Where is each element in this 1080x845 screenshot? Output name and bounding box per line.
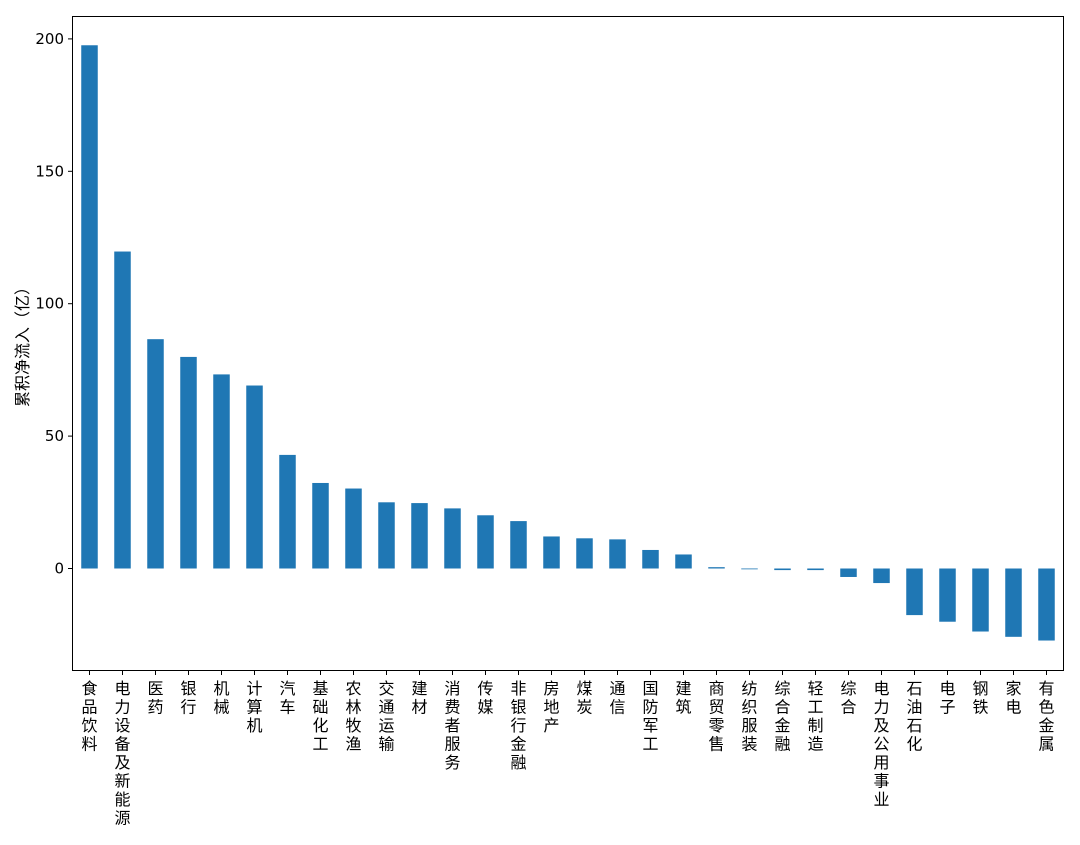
x-tick-label: 非银行金融 xyxy=(510,679,526,772)
x-tick-label: 国防军工 xyxy=(642,679,658,754)
x-tick-label: 通信 xyxy=(609,679,625,717)
bar-综合金融 xyxy=(774,568,791,571)
x-tick-label: 电子 xyxy=(939,679,955,717)
y-axis-label: 累积净流入（亿） xyxy=(13,279,32,407)
bar-非银行金融 xyxy=(510,521,527,569)
bar-基础化工 xyxy=(312,482,329,569)
x-tick-label: 电力设备及新能源 xyxy=(114,679,130,828)
x-tick-label: 有色金属 xyxy=(1038,679,1054,754)
x-tick-label: 建材 xyxy=(411,679,427,717)
x-tick-label: 电力及公用事业 xyxy=(873,679,889,809)
bar-机械 xyxy=(213,374,230,569)
bar-房地产 xyxy=(543,536,560,569)
x-tick-label: 钢铁 xyxy=(972,679,988,717)
x-tick-label: 纺织服装 xyxy=(741,679,757,754)
x-tick-label: 传媒 xyxy=(477,679,493,717)
y-tick-label: 200 xyxy=(35,30,64,48)
x-tick-label: 基础化工 xyxy=(312,679,328,754)
bar-钢铁 xyxy=(972,568,989,632)
bar-国防军工 xyxy=(642,549,659,569)
x-tick-label: 消费者服务 xyxy=(444,679,460,772)
bar-银行 xyxy=(180,356,197,569)
x-tick-label: 交通运输 xyxy=(378,679,394,754)
bar-建材 xyxy=(411,503,428,569)
x-tick-label: 煤炭 xyxy=(576,679,592,717)
x-tick-label: 商贸零售 xyxy=(708,679,724,754)
x-tick-label: 机械 xyxy=(213,679,229,717)
bar-建筑 xyxy=(675,554,692,569)
bars-group xyxy=(81,45,1055,641)
bar-食品饮料 xyxy=(81,45,98,569)
y-tick-label: 0 xyxy=(54,560,64,578)
bar-汽车 xyxy=(279,454,296,569)
x-tick-label: 食品饮料 xyxy=(81,679,97,754)
x-tick-label: 农林牧渔 xyxy=(345,679,361,754)
bar-纺织服装 xyxy=(741,568,758,570)
bar-轻工制造 xyxy=(807,568,824,571)
bar-综合 xyxy=(840,568,857,577)
bar-传媒 xyxy=(477,515,494,569)
x-tick-label: 综合 xyxy=(840,679,856,717)
bar-电力设备及新能源 xyxy=(114,251,131,569)
y-tick-label: 50 xyxy=(45,427,64,445)
bar-电力及公用事业 xyxy=(873,568,890,584)
x-tick-label: 综合金融 xyxy=(774,679,790,754)
bar-交通运输 xyxy=(378,502,395,569)
bar-煤炭 xyxy=(576,538,593,569)
bar-通信 xyxy=(609,539,626,569)
x-tick-label: 石油石化 xyxy=(906,679,922,754)
x-tick-label: 银行 xyxy=(180,679,196,717)
plot-frame xyxy=(72,16,1064,671)
x-tick-label: 家电 xyxy=(1005,679,1021,717)
bar-医药 xyxy=(147,339,164,569)
bar-家电 xyxy=(1005,568,1022,637)
y-tick-label: 150 xyxy=(35,162,64,180)
y-axis: 0 50 100 150 200 xyxy=(35,30,73,578)
x-tick-label: 汽车 xyxy=(279,679,295,717)
x-tick-label: 轻工制造 xyxy=(807,679,823,754)
x-tick-label: 医药 xyxy=(147,679,163,717)
bar-电子 xyxy=(939,568,956,622)
bar-消费者服务 xyxy=(444,508,461,569)
x-tick-label: 计算机 xyxy=(246,679,262,735)
bar-商贸零售 xyxy=(708,567,725,569)
bar-农林牧渔 xyxy=(345,488,362,569)
x-tick-label: 建筑 xyxy=(675,679,691,717)
bar-石油石化 xyxy=(906,568,923,616)
x-tick-label: 房地产 xyxy=(543,679,559,735)
bar-计算机 xyxy=(246,385,263,569)
y-tick-label: 100 xyxy=(35,295,64,313)
bar-有色金属 xyxy=(1038,568,1055,641)
